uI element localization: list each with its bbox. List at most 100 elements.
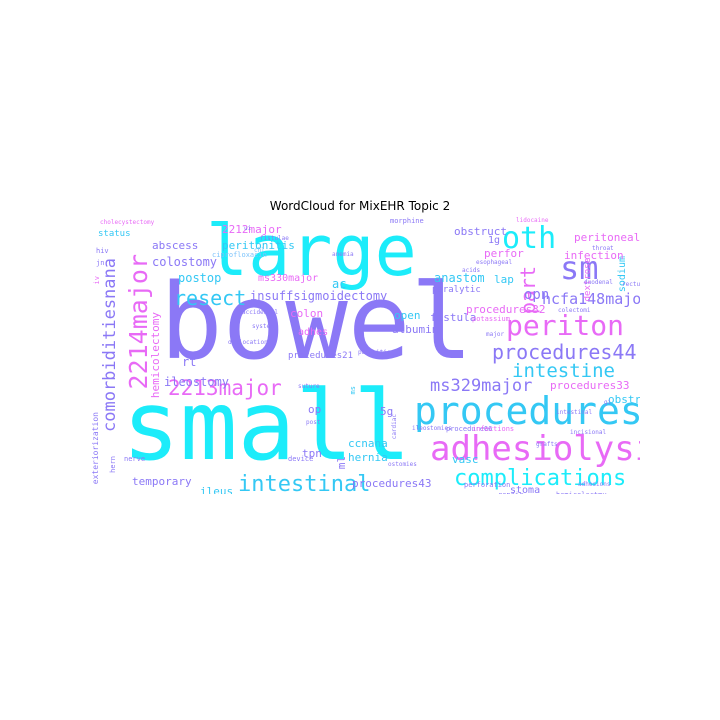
word: colectomi bbox=[558, 307, 591, 314]
word: dislocation bbox=[228, 339, 268, 346]
word: tpn bbox=[302, 447, 322, 460]
word: resect bbox=[174, 286, 247, 310]
word: gi bbox=[604, 399, 612, 406]
word: grafts bbox=[536, 441, 558, 448]
word: 1g bbox=[488, 235, 501, 246]
word: procedures43 bbox=[352, 477, 432, 490]
word: periton bbox=[506, 309, 625, 342]
word: intestine bbox=[512, 360, 615, 382]
word-cloud: bowel small large procedures adhesiolysi… bbox=[92, 216, 640, 494]
word: status bbox=[98, 229, 131, 239]
word: intestinal bbox=[238, 472, 371, 495]
word: temporary bbox=[132, 475, 192, 488]
word: complications bbox=[454, 466, 627, 491]
word: accidental bbox=[242, 309, 279, 316]
word: procedures44 bbox=[492, 340, 637, 364]
word: morphine bbox=[390, 217, 424, 225]
word: hiv bbox=[96, 247, 109, 255]
word: hernia bbox=[348, 451, 388, 464]
word: perfor bbox=[484, 247, 524, 260]
word: obstr bbox=[608, 393, 640, 406]
word: ui bbox=[244, 225, 252, 232]
word: rectus bbox=[622, 281, 640, 288]
word: ms329major bbox=[430, 376, 533, 396]
word: adhesions bbox=[578, 481, 611, 488]
word: throat bbox=[592, 245, 614, 252]
word: insuffsigmoidectomy bbox=[250, 289, 388, 303]
word: large bbox=[206, 216, 417, 292]
word: abscess bbox=[152, 239, 199, 252]
word: peritoneal bbox=[574, 231, 640, 244]
word: anastom bbox=[434, 271, 485, 285]
word: lidocaine bbox=[516, 217, 549, 224]
word: incisional bbox=[570, 429, 607, 436]
word: obstruct bbox=[454, 225, 507, 238]
word: iv bbox=[93, 276, 101, 285]
word: nerve bbox=[124, 455, 146, 463]
word: open bbox=[394, 309, 421, 322]
word: sm bbox=[560, 249, 599, 287]
chart-title: WordCloud for MixEHR Topic 2 bbox=[269, 199, 451, 213]
word: ms330major bbox=[258, 273, 319, 284]
word: perforation bbox=[464, 481, 511, 489]
word: vasc bbox=[452, 453, 479, 466]
word: hern bbox=[109, 456, 117, 473]
word: major bbox=[486, 331, 505, 338]
word: ml bbox=[335, 456, 348, 470]
word: adhesiolysis bbox=[430, 429, 640, 469]
word: ileostomy bbox=[164, 375, 230, 389]
word: fistulae bbox=[260, 235, 289, 242]
word: ac bbox=[332, 277, 347, 291]
word: colon bbox=[290, 307, 324, 320]
word: opn bbox=[524, 287, 550, 303]
word: cholecystectomy bbox=[100, 219, 155, 226]
word: parasitic bbox=[358, 349, 391, 356]
word: op bbox=[308, 403, 322, 416]
word: 5g bbox=[380, 405, 394, 418]
word: exteriorization bbox=[92, 412, 100, 485]
word: infection bbox=[564, 249, 624, 262]
word: suture bbox=[298, 383, 320, 390]
word: ileus bbox=[200, 485, 234, 494]
word: colostomy bbox=[152, 255, 218, 269]
word: procedures32 bbox=[466, 303, 546, 316]
word: procedure66 bbox=[446, 425, 493, 433]
word: potassium bbox=[472, 315, 510, 323]
word: postop bbox=[178, 271, 222, 285]
word: ostomies bbox=[388, 461, 417, 468]
word: adhes bbox=[298, 327, 329, 338]
word: albumin bbox=[392, 323, 439, 336]
word: chl bbox=[254, 247, 265, 254]
word: procedures33 bbox=[550, 379, 630, 392]
word: small bbox=[122, 370, 411, 482]
word: procedures bbox=[414, 389, 640, 433]
word: procedures21 bbox=[288, 351, 354, 361]
word: fistula bbox=[430, 311, 477, 324]
word: rt bbox=[182, 355, 197, 369]
word: oth bbox=[502, 221, 557, 256]
word: comorbiditiesnana bbox=[100, 258, 120, 432]
word: infections bbox=[472, 425, 515, 433]
word: duodenal bbox=[584, 279, 613, 286]
word: jn bbox=[96, 259, 105, 267]
word: 2212major bbox=[222, 223, 282, 236]
word: peritonitis bbox=[222, 239, 295, 252]
word: anemia bbox=[332, 251, 354, 258]
word: post bbox=[306, 419, 321, 426]
word: repair bbox=[498, 492, 523, 495]
word: paralytic bbox=[432, 285, 481, 295]
word: esophageal bbox=[476, 259, 513, 266]
word: device bbox=[288, 455, 314, 463]
word: system bbox=[252, 323, 274, 330]
word: bowel bbox=[160, 261, 474, 383]
word: ccnana bbox=[348, 437, 388, 450]
word: 2213major bbox=[168, 376, 282, 400]
word: ileostomies bbox=[412, 425, 452, 432]
word: lap bbox=[494, 273, 514, 286]
word: ciprofloxacin bbox=[212, 251, 267, 259]
word: hcfa148major bbox=[542, 290, 640, 308]
word: hemicolectmy bbox=[556, 492, 607, 495]
word: ms bbox=[349, 386, 357, 395]
word: hemicolectomy bbox=[149, 312, 162, 399]
word: 2214major bbox=[124, 254, 153, 390]
